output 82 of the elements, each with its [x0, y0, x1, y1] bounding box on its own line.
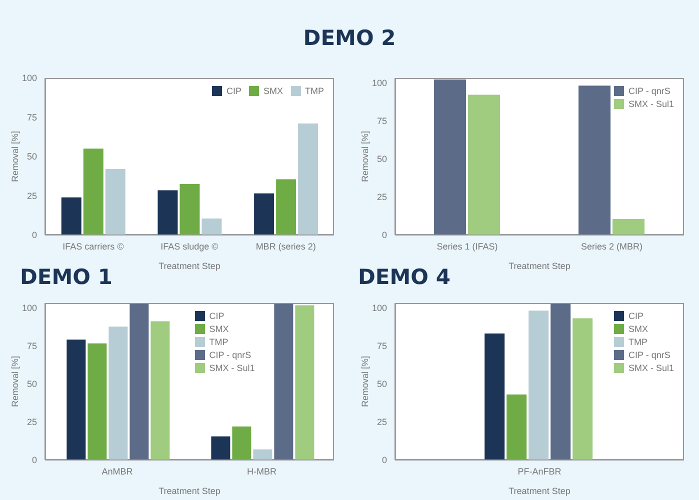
chart-title: DEMO 1 — [20, 265, 112, 289]
y-tick-label: 100 — [372, 78, 387, 88]
bar — [61, 197, 82, 235]
y-axis-title: Removal [%] — [360, 356, 370, 408]
bar — [66, 340, 86, 460]
bar — [572, 318, 593, 460]
y-tick-label: 25 — [26, 417, 37, 428]
y-tick-label: 75 — [26, 112, 37, 122]
bar — [211, 436, 230, 460]
x-tick-label: Series 1 (IFAS) — [436, 241, 498, 252]
y-axis-title: Removal [%] — [360, 130, 370, 182]
legend-label: CIP - qnrS — [628, 350, 670, 360]
y-tick-label: 0 — [32, 455, 37, 466]
y-tick-label: 25 — [26, 190, 37, 201]
bar — [550, 304, 571, 460]
chart-title: DEMO 4 — [358, 265, 450, 289]
legend-label: TMP — [628, 337, 648, 347]
bar — [484, 333, 505, 460]
y-tick-label: 0 — [382, 230, 387, 240]
y-tick-label: 75 — [376, 116, 387, 126]
x-tick-label: IFAS sludge © — [160, 241, 219, 252]
bar — [232, 426, 252, 460]
legend-label: SMX — [209, 324, 229, 334]
bar — [253, 449, 272, 460]
y-axis-title: Removal [%] — [10, 356, 20, 408]
y-tick-label: 50 — [376, 154, 387, 164]
x-tick-label: AnMBR — [102, 466, 134, 476]
legend-label: CIP — [209, 311, 224, 321]
legend-label: CIP - qnrS — [628, 86, 670, 96]
y-tick-label: 0 — [382, 455, 387, 466]
bar — [150, 321, 170, 460]
y-tick-label: 100 — [372, 302, 387, 313]
bar — [276, 179, 296, 235]
bar — [578, 86, 611, 235]
legend-label: SMX — [263, 86, 283, 96]
legend-label: SMX - Sul1 — [209, 363, 255, 373]
y-tick-label: 100 — [22, 73, 37, 84]
y-tick-label: 75 — [26, 340, 37, 351]
legend-label: CIP — [628, 311, 644, 321]
y-tick-label: 75 — [376, 340, 387, 351]
bar — [83, 148, 104, 235]
y-tick-label: 50 — [26, 152, 37, 162]
chart-title: DEMO 2 — [302, 26, 397, 50]
bar — [88, 343, 107, 460]
x-tick-label: H-MBR — [247, 466, 277, 476]
y-axis-title: Removal [%] — [10, 130, 20, 182]
legend-label: CIP - qnrS — [209, 350, 252, 360]
y-tick-label: 50 — [376, 378, 387, 389]
bar — [468, 94, 500, 235]
bar — [202, 218, 222, 235]
bar — [434, 80, 466, 235]
bar — [254, 193, 274, 235]
legend-label: SMX - Sul1 — [628, 363, 674, 373]
x-tick-label: MBR (series 2) — [256, 241, 316, 252]
legend-label: SMX - Sul1 — [628, 99, 674, 109]
bar — [130, 304, 149, 460]
bar — [528, 310, 549, 460]
legend-label: TMP — [209, 337, 228, 347]
x-tick-label: PF-AnFBR — [518, 466, 562, 476]
x-tick-label: Series 2 (MBR) — [580, 241, 643, 252]
bar — [506, 394, 527, 460]
x-axis-title: Treatment Step — [158, 486, 220, 496]
x-axis-title: Treatment Step — [508, 261, 570, 271]
y-tick-label: 100 — [22, 302, 37, 313]
legend-label: SMX — [628, 324, 648, 334]
bar — [180, 184, 200, 235]
bar — [612, 218, 645, 235]
x-axis-title: Treatment Step — [508, 486, 570, 496]
y-tick-label: 50 — [26, 378, 37, 389]
bar — [295, 305, 314, 460]
y-tick-label: 25 — [376, 192, 387, 202]
legend-label: CIP — [226, 86, 242, 96]
x-axis-title: Treatment Step — [158, 261, 220, 271]
bar — [108, 326, 128, 460]
bar — [298, 124, 318, 235]
bar — [105, 169, 126, 235]
legend-label: TMP — [305, 86, 324, 96]
y-tick-label: 25 — [376, 417, 387, 428]
bar — [274, 304, 294, 460]
x-tick-label: IFAS carriers © — [62, 241, 124, 252]
y-tick-label: 0 — [32, 230, 37, 240]
bar — [158, 190, 178, 235]
